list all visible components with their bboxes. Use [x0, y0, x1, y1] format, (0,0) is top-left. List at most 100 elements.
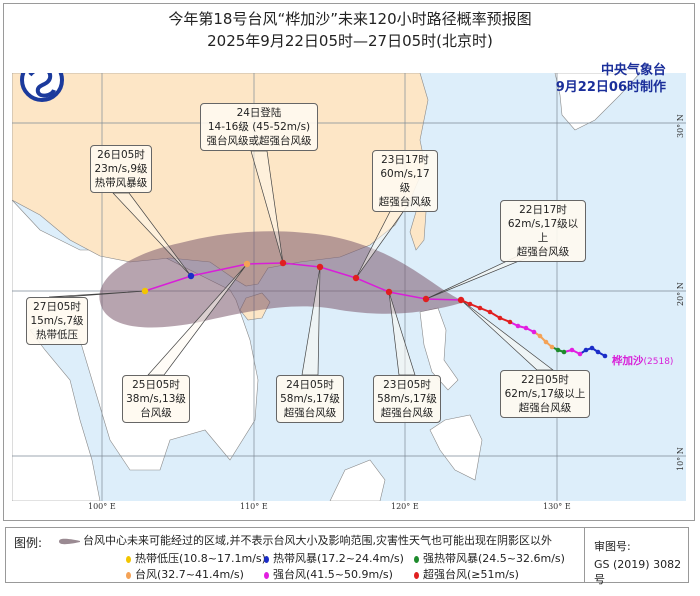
lon-label-100: 100° E — [88, 502, 116, 511]
legend-dot-icon — [264, 555, 269, 563]
forecast-label-p26-05: 26日05时 23m/s,9级 热带风暴级 — [90, 145, 152, 193]
legend-item-text: 热带低压(10.8~17.1m/s) — [135, 552, 266, 565]
cone-swatch-icon — [59, 538, 80, 544]
label-line: 超强台风级 — [518, 402, 572, 414]
label-line: 62m/s,17级以上 — [507, 218, 579, 244]
legend-dot-icon — [414, 571, 419, 579]
forecast-label-p25-05: 25日05时 38m/s,13级 台风级 — [122, 375, 190, 423]
agency-name: 中央气象台 — [600, 63, 666, 78]
label-line: 热带低压 — [36, 329, 78, 341]
past-track-point — [577, 351, 583, 357]
luzon-island — [419, 307, 459, 391]
lon-label-120: 120° E — [391, 502, 419, 511]
label-line: 22日05时 — [521, 374, 569, 386]
map-title: 今年第18号台风“桦加沙”未来120小时路径概率预报图 — [168, 10, 532, 28]
forecast-label-p24-landing: 24日登陆 14-16级 (45-52m/s) 强台风级或超强台风级 — [200, 103, 318, 151]
label-line: 22日17时 — [519, 204, 567, 216]
forecast-point-p22-17[interactable] — [422, 295, 430, 303]
label-line: 15m/s,7级 — [30, 315, 84, 327]
label-line: 台风级 — [140, 407, 172, 419]
map-subtitle: 2025年9月22日05时—27日05时(北京时) — [207, 32, 493, 50]
label-line: 23日17时 — [381, 154, 429, 166]
past-track-point — [583, 347, 589, 353]
label-line: 58m/s,17级 — [280, 393, 340, 405]
legend-item-text: 强热带风暴(24.5~32.6m/s) — [423, 552, 565, 565]
label-line: 26日05时 — [97, 149, 145, 161]
label-line: 超强台风级 — [283, 407, 337, 419]
past-track-point — [487, 309, 493, 315]
legend-dot-icon — [414, 555, 419, 563]
forecast-label-p23-17: 23日17时 60m/s,17级超强台风级 — [372, 150, 438, 212]
past-track-point — [589, 345, 595, 351]
past-track-point — [602, 353, 608, 359]
label-line: 62m/s,17级以上 — [504, 388, 586, 400]
legend-item-sts: 强热带风暴(24.5~32.6m/s) — [414, 550, 565, 566]
philippines-south — [429, 414, 483, 481]
forecast-point-p22-05[interactable] — [457, 296, 465, 304]
label-line: 热带风暴级 — [94, 177, 148, 189]
forecast-label-p22-05: 22日05时 62m/s,17级以上 超强台风级 — [500, 370, 590, 418]
label-line: 23m/s,9级 — [94, 163, 148, 175]
legend: 图例: 台风中心未来可能经过的区域,并不表示台风大小及影响范围,灾害性天气也可能… — [5, 527, 689, 586]
label-line: 23日05时 — [383, 379, 431, 391]
label-line: 强台风级或超强台风级 — [206, 135, 312, 147]
forecast-point-p23-17[interactable] — [352, 274, 360, 282]
forecast-label-p24-05: 24日05时 58m/s,17级 超强台风级 — [276, 375, 344, 423]
legend-title: 图例: — [14, 536, 43, 550]
label-line: 14-16级 (45-52m/s) — [207, 121, 311, 133]
review-label: 审图号: — [594, 540, 631, 553]
legend-item-text: 台风(32.7~41.4m/s) — [135, 568, 244, 581]
forecast-point-p25-05[interactable] — [243, 260, 251, 268]
label-line: 24日登陆 — [236, 107, 282, 119]
typhoon-id: (2518) — [643, 357, 674, 367]
past-track-point — [477, 305, 483, 311]
past-track-point — [561, 349, 567, 355]
past-track-point — [595, 349, 601, 355]
past-track-point — [515, 323, 521, 329]
label-line: 超强台风级 — [378, 196, 432, 208]
map-canvas — [12, 73, 686, 501]
legend-item-td: 热带低压(10.8~17.1m/s) — [126, 550, 266, 566]
forecast-point-p24-landing[interactable] — [279, 259, 287, 267]
forecast-point-p27-05[interactable] — [141, 287, 149, 295]
typhoon-name: 桦加沙 — [612, 355, 644, 367]
borneo-land — [329, 459, 386, 501]
made-time: 9月22日06时制作 — [555, 80, 666, 95]
forecast-track — [141, 259, 465, 304]
legend-item-text: 超强台风(≥51m/s) — [423, 568, 519, 581]
legend-item-sty: 强台风(41.5~50.9m/s) — [264, 566, 393, 582]
forecast-point-p24-05[interactable] — [316, 263, 324, 271]
label-line: 超强台风级 — [380, 407, 434, 419]
lat-label-20: 20° N — [676, 282, 685, 306]
label-line: 24日05时 — [286, 379, 334, 391]
label-line: 38m/s,13级 — [126, 393, 186, 405]
legend-dot-icon — [126, 571, 131, 579]
past-track-point — [467, 301, 473, 307]
cma-logo — [20, 73, 64, 102]
legend-cone: 台风中心未来可能经过的区域,并不表示台风大小及影响范围,灾害性天气也可能出现在阴… — [58, 532, 552, 548]
leader-p26-05 — [112, 192, 192, 277]
forecast-point-p26-05[interactable] — [187, 272, 195, 280]
japan-korea-land — [554, 73, 641, 131]
past-track-point — [531, 329, 537, 335]
forecast-label-p27-05: 27日05时 15m/s,7级 热带低压 — [26, 297, 88, 345]
label-line: 27日05时 — [33, 301, 81, 313]
past-track-point — [537, 333, 543, 339]
legend-item-ts: 热带风暴(17.2~24.4m/s) — [264, 550, 404, 566]
forecast-point-p23-05[interactable] — [385, 288, 393, 296]
lon-label-130: 130° E — [543, 502, 571, 511]
label-line: 60m/s,17级 — [380, 168, 430, 194]
label-line: 58m/s,17级 — [377, 393, 437, 405]
legend-item-text: 热带风暴(17.2~24.4m/s) — [273, 552, 404, 565]
legend-item-super: 超强台风(≥51m/s) — [414, 566, 519, 582]
legend-dot-icon — [126, 555, 131, 563]
leader-p24-landing — [250, 150, 284, 264]
forecast-label-p22-17: 22日17时 62m/s,17级以上 超强台风级 — [500, 200, 586, 262]
past-track-point — [543, 339, 549, 345]
typhoon-name-label: 桦加沙(2518) — [612, 353, 673, 368]
legend-item-typhoon: 台风(32.7~41.4m/s) — [126, 566, 244, 582]
lat-label-30: 30° N — [676, 114, 685, 138]
past-track-point — [497, 315, 503, 321]
past-track-point — [523, 325, 529, 331]
